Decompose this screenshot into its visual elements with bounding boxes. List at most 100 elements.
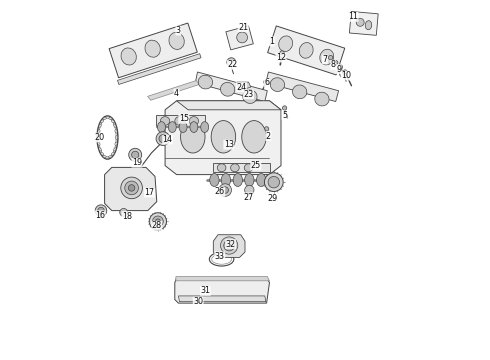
Ellipse shape (299, 42, 313, 58)
Ellipse shape (210, 174, 219, 186)
Ellipse shape (243, 90, 257, 103)
Text: 29: 29 (267, 194, 277, 203)
Polygon shape (266, 72, 339, 102)
Ellipse shape (219, 184, 231, 197)
Ellipse shape (115, 142, 117, 145)
Ellipse shape (338, 65, 343, 69)
Ellipse shape (115, 130, 117, 133)
Ellipse shape (156, 132, 170, 145)
Text: 9: 9 (336, 65, 341, 74)
Polygon shape (237, 82, 251, 91)
Text: 19: 19 (132, 158, 142, 167)
Ellipse shape (264, 80, 268, 84)
Text: 24: 24 (236, 83, 246, 92)
Ellipse shape (175, 117, 184, 125)
Ellipse shape (95, 205, 107, 216)
Text: 22: 22 (227, 60, 238, 69)
Ellipse shape (220, 82, 235, 96)
Ellipse shape (190, 122, 198, 132)
Text: 15: 15 (179, 114, 189, 123)
Ellipse shape (270, 78, 285, 91)
Ellipse shape (320, 49, 334, 65)
Text: 3: 3 (176, 26, 181, 35)
Ellipse shape (328, 55, 333, 60)
Polygon shape (268, 26, 345, 75)
Ellipse shape (98, 136, 99, 139)
Text: 31: 31 (200, 287, 210, 295)
Text: 33: 33 (215, 252, 225, 261)
Polygon shape (213, 235, 245, 257)
Ellipse shape (160, 117, 170, 125)
Ellipse shape (224, 240, 235, 251)
Polygon shape (156, 115, 205, 126)
Text: 30: 30 (193, 297, 203, 306)
Polygon shape (176, 101, 281, 110)
Ellipse shape (198, 75, 213, 89)
Ellipse shape (121, 177, 143, 199)
Text: 6: 6 (264, 78, 269, 87)
Ellipse shape (315, 92, 329, 106)
Ellipse shape (169, 122, 176, 132)
Text: 21: 21 (238, 23, 248, 32)
Polygon shape (213, 163, 270, 172)
Ellipse shape (152, 216, 163, 227)
Text: 20: 20 (94, 133, 104, 142)
Ellipse shape (220, 237, 238, 254)
Text: 14: 14 (163, 135, 172, 144)
Ellipse shape (129, 148, 142, 161)
Polygon shape (147, 81, 199, 100)
Text: 13: 13 (224, 140, 234, 149)
Text: 5: 5 (282, 111, 287, 120)
Ellipse shape (157, 122, 166, 132)
Ellipse shape (169, 32, 184, 49)
Text: 25: 25 (251, 161, 261, 170)
Ellipse shape (108, 156, 112, 158)
Ellipse shape (365, 21, 372, 30)
Ellipse shape (103, 117, 106, 120)
Ellipse shape (282, 106, 287, 110)
Text: 27: 27 (244, 193, 254, 202)
Polygon shape (196, 72, 268, 102)
Text: 4: 4 (174, 89, 179, 98)
Ellipse shape (211, 121, 236, 153)
Text: 23: 23 (244, 90, 254, 99)
Text: 28: 28 (152, 221, 162, 230)
Ellipse shape (132, 151, 139, 158)
Ellipse shape (222, 187, 228, 193)
Ellipse shape (155, 219, 160, 224)
Ellipse shape (245, 185, 254, 195)
Text: 17: 17 (145, 188, 155, 197)
Ellipse shape (279, 36, 293, 51)
Ellipse shape (98, 142, 100, 145)
Ellipse shape (113, 148, 116, 151)
Ellipse shape (217, 164, 226, 172)
Polygon shape (175, 278, 270, 303)
Ellipse shape (99, 124, 101, 127)
Ellipse shape (106, 157, 109, 159)
Polygon shape (176, 276, 270, 281)
Ellipse shape (245, 164, 253, 172)
Ellipse shape (120, 208, 127, 216)
Ellipse shape (257, 174, 266, 186)
Ellipse shape (201, 122, 209, 132)
Ellipse shape (145, 40, 160, 57)
Polygon shape (165, 101, 281, 175)
Ellipse shape (233, 174, 243, 186)
Ellipse shape (179, 122, 187, 132)
Ellipse shape (106, 116, 109, 118)
Polygon shape (118, 54, 201, 85)
Text: 2: 2 (266, 132, 271, 141)
Ellipse shape (227, 58, 236, 67)
Ellipse shape (128, 185, 135, 191)
Ellipse shape (343, 70, 347, 74)
Ellipse shape (280, 51, 284, 55)
Ellipse shape (111, 120, 114, 123)
Ellipse shape (268, 176, 280, 188)
Ellipse shape (180, 121, 205, 153)
Ellipse shape (149, 213, 167, 230)
Text: 26: 26 (215, 188, 225, 197)
Ellipse shape (100, 120, 104, 123)
Ellipse shape (242, 121, 266, 153)
Text: 7: 7 (322, 55, 327, 64)
Text: 8: 8 (331, 60, 336, 69)
